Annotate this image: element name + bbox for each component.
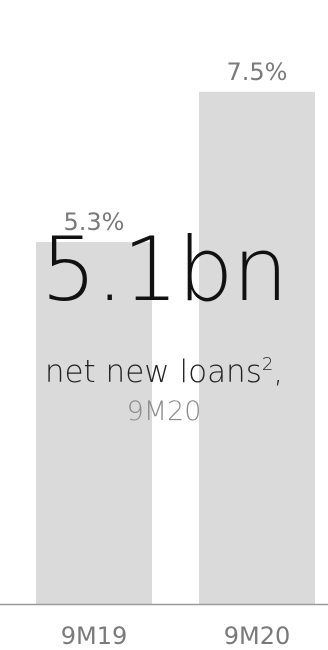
footnote-mark: 2 <box>261 354 274 375</box>
value-label-9m19: 5.3% <box>64 208 125 236</box>
bar-9m19 <box>36 242 152 605</box>
headline-period: 9M20 <box>126 396 202 427</box>
tick-label-9m19: 9M19 <box>61 622 128 650</box>
headline-value: 5.1bn <box>40 218 289 321</box>
caption-suffix: , <box>273 354 284 390</box>
headline-caption: net new loans2, <box>0 356 328 388</box>
value-label-9m20: 7.5% <box>227 58 288 86</box>
tick-label-9m20: 9M20 <box>224 622 291 650</box>
bar-9m20 <box>199 91 315 605</box>
caption-text: net new loans <box>44 354 262 390</box>
